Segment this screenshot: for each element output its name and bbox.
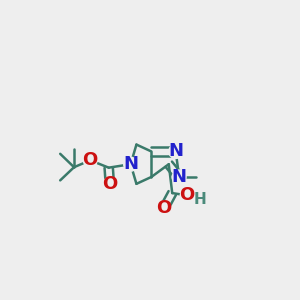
Text: O: O (102, 175, 118, 193)
Circle shape (124, 157, 138, 171)
Text: N: N (168, 142, 183, 160)
Circle shape (157, 201, 171, 215)
Text: O: O (180, 186, 195, 204)
Circle shape (193, 192, 207, 206)
Text: O: O (157, 199, 172, 217)
Circle shape (103, 177, 117, 191)
Circle shape (172, 170, 186, 184)
Text: H: H (194, 192, 206, 207)
Circle shape (180, 188, 194, 202)
Circle shape (169, 145, 183, 158)
Text: O: O (82, 151, 98, 169)
Text: N: N (172, 168, 187, 186)
Text: N: N (123, 155, 138, 173)
Circle shape (83, 153, 97, 167)
